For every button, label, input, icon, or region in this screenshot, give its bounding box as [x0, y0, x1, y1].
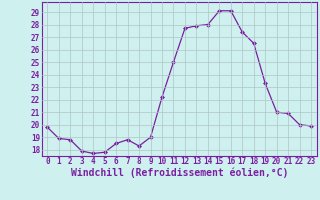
- X-axis label: Windchill (Refroidissement éolien,°C): Windchill (Refroidissement éolien,°C): [70, 168, 288, 178]
